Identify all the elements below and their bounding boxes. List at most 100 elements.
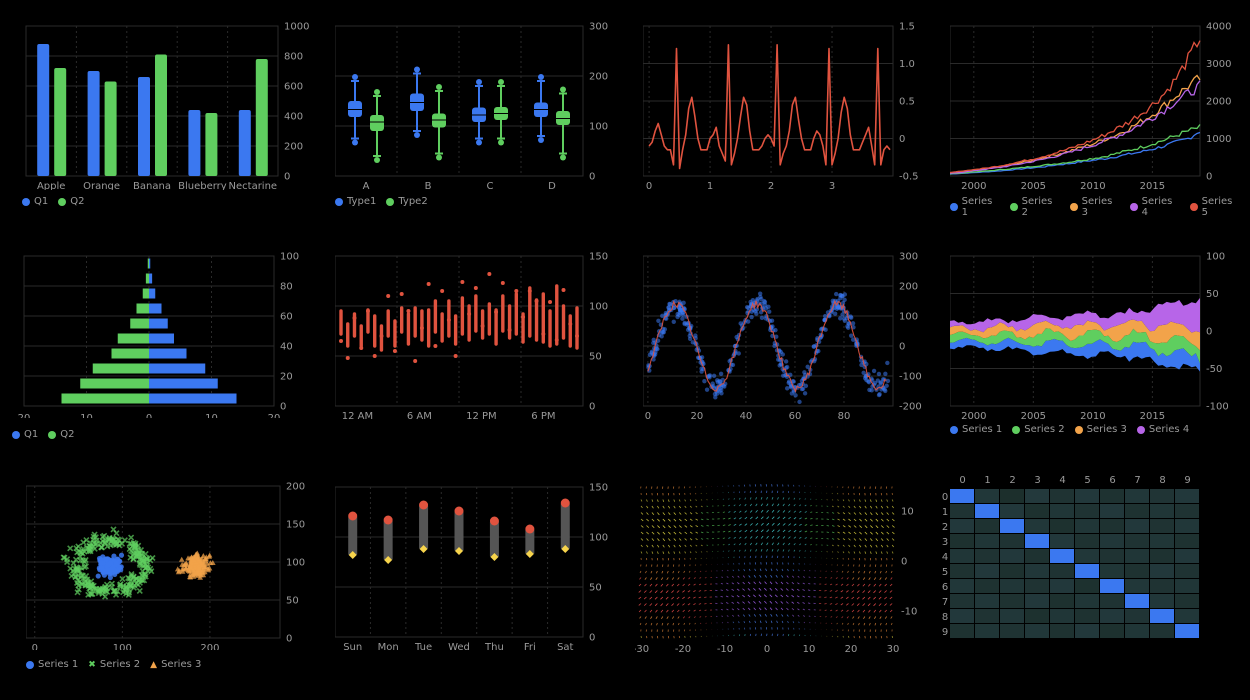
vector-arrow [791, 595, 795, 598]
vector-arrow [731, 601, 735, 604]
vector-arrow [753, 594, 756, 598]
vector-arrow [739, 536, 742, 539]
vector-arrow [644, 583, 647, 587]
vector-arrow [671, 609, 675, 613]
vector-arrow [667, 512, 671, 516]
y-tick-label: 100 [899, 312, 918, 323]
vector-arrow [704, 596, 707, 598]
outlier [374, 89, 380, 95]
heat-cell [1050, 609, 1074, 623]
vector-arrow [858, 622, 860, 626]
vector-arrow [755, 516, 759, 520]
heat-cell [950, 549, 974, 563]
vector-arrow [733, 549, 736, 552]
vector-arrow [640, 505, 643, 509]
y-tick-label: 100 [589, 302, 608, 313]
vector-arrow [720, 609, 724, 611]
outlier [560, 86, 566, 93]
x-tick-label: 2000 [961, 181, 986, 190]
legend-label: Series 2 [1021, 196, 1053, 218]
cross-point [107, 542, 114, 549]
heat-cell [1150, 564, 1174, 578]
legend-item: Q2 [48, 429, 74, 440]
high-marker [419, 500, 429, 510]
vector-arrow [700, 538, 704, 540]
vector-arrow [660, 609, 664, 613]
legend-marker [1130, 203, 1138, 211]
vector-arrow [856, 590, 860, 593]
scatter-point [878, 380, 884, 385]
scatter-point [840, 301, 846, 306]
outlier-dot [500, 281, 505, 285]
vector-arrow [657, 531, 660, 535]
circle-point [118, 552, 125, 558]
vector-arrow [777, 516, 781, 520]
scatter-point [749, 314, 754, 320]
series-line [949, 40, 1201, 174]
vector-arrow [771, 509, 775, 513]
vector-arrow [722, 498, 725, 500]
x-tick-label: 2 [768, 181, 774, 190]
vector-arrow [857, 616, 860, 619]
vector-arrow [747, 601, 751, 604]
vector-arrow [891, 538, 895, 541]
heat-cell [1000, 534, 1024, 548]
vector-arrow [788, 510, 791, 513]
vector-arrow [666, 583, 669, 587]
vector-arrow [847, 622, 849, 625]
heat-cell [1075, 624, 1099, 638]
heat-cell [1125, 549, 1149, 563]
vector-arrow [657, 544, 660, 548]
vector-arrow [667, 499, 670, 502]
vector-arrow [804, 504, 807, 507]
vector-arrow [879, 609, 882, 613]
scatter-point [757, 291, 763, 296]
sine-scatter-panel: -200 -100 0 100 200 300 0 20 40 60 80 [642, 248, 933, 422]
vector-arrow [760, 497, 763, 500]
y-tick-label: 80 [280, 282, 293, 293]
vector-arrow [787, 568, 789, 572]
vector-arrow [722, 511, 725, 513]
vector-arrow [785, 588, 789, 591]
scatter-point [736, 351, 741, 356]
vector-arrow [769, 587, 773, 591]
y-tick-label: 600 [284, 82, 303, 93]
bar [87, 71, 100, 176]
cross-point [114, 588, 121, 595]
heat-cell [1125, 579, 1149, 593]
vector-arrow [830, 609, 833, 612]
chart-svg: 0 100 200 300 A B C D [334, 22, 608, 192]
vector-arrow [777, 549, 779, 552]
bar-left [130, 318, 149, 329]
vector-arrow [879, 622, 882, 626]
outlier [414, 132, 420, 138]
vector-arrow [643, 596, 647, 600]
x-tick-label: 10 [803, 644, 816, 655]
vector-arrow [749, 510, 753, 513]
cross-point [96, 586, 103, 593]
vector-arrow [848, 512, 851, 515]
vector-arrow [660, 577, 664, 581]
growth-line-panel: 0 1000 2000 3000 4000 2000 2005 2010 2015 Series … [949, 18, 1240, 218]
vector-arrow [774, 587, 778, 591]
x-tick-label: 10 [80, 413, 93, 418]
vector-arrow [891, 525, 895, 528]
vector-arrow [788, 516, 791, 520]
vector-arrow [704, 590, 707, 592]
bar-left [92, 363, 149, 374]
vector-arrow [749, 536, 753, 539]
outlier-dot [399, 292, 404, 296]
legend-item: Series 2 [1010, 196, 1060, 218]
vector-arrow [869, 551, 872, 554]
vector-arrow [749, 503, 753, 507]
vector-arrow [706, 512, 709, 514]
scatter-point [690, 340, 696, 345]
vector-arrow [848, 551, 850, 554]
x-tick-label: 0 [764, 644, 770, 655]
vector-arrow [684, 518, 688, 522]
vector-arrow [760, 549, 763, 552]
vector-arrow [657, 499, 659, 502]
vector-arrow [684, 525, 688, 528]
row-label: 1 [942, 507, 948, 518]
vector-arrow [886, 512, 889, 515]
